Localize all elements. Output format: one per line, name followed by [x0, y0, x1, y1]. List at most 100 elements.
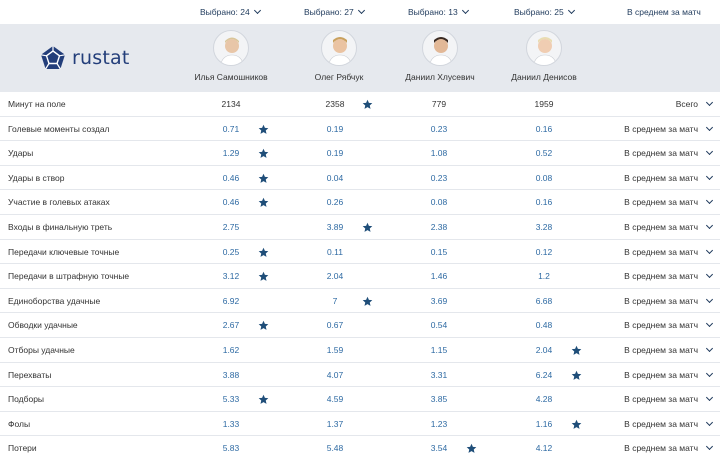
player-card-3[interactable]: Даниил Хлусевич — [385, 30, 495, 82]
selector-label: В среднем за матч — [627, 7, 701, 17]
star-icon — [258, 173, 269, 183]
stat-value: 1.33 — [222, 418, 240, 429]
table-row: Входы в финальную треть 2.75 3.89 2.38 3.28 В… — [0, 215, 720, 240]
chevron-down-icon[interactable] — [705, 98, 714, 107]
star-icon — [362, 222, 373, 232]
chevron-down-icon[interactable] — [705, 148, 714, 156]
stat-value: 779 — [431, 99, 447, 109]
chevron-down-icon — [253, 6, 261, 15]
aggregation-mode-select[interactable]: В среднем за матч — [624, 271, 698, 282]
table-row: Удары в створ 0.46 0.04 0.23 0.08 В среднем з… — [0, 166, 720, 191]
selector-label: Выбрано: 27 — [304, 7, 354, 17]
stat-value: 0.04 — [326, 172, 344, 183]
aggregation-mode-select[interactable]: В среднем за матч — [624, 246, 698, 257]
stat-value: 1.46 — [430, 271, 448, 282]
aggregation-mode-select[interactable]: В среднем за матч — [624, 369, 698, 380]
stat-value: 3.85 — [430, 394, 448, 405]
aggregation-mode-select[interactable]: В среднем за матч — [624, 221, 698, 232]
stat-value: 1.23 — [430, 418, 448, 429]
aggregation-mode-select[interactable]: В среднем за матч — [624, 123, 698, 134]
rustat-logo[interactable]: rustat — [40, 44, 130, 72]
selector-player-3[interactable]: Выбрано: 13 — [408, 5, 469, 19]
stat-value: 3.89 — [326, 221, 344, 232]
selector-player-2[interactable]: Выбрано: 27 — [304, 5, 365, 19]
selector-mode[interactable]: В среднем за матч — [627, 5, 701, 19]
chevron-down-icon[interactable] — [705, 295, 714, 303]
chevron-down-icon[interactable] — [705, 172, 714, 180]
stat-value: 2358 — [325, 99, 345, 109]
chevron-down-icon[interactable] — [705, 344, 714, 352]
stat-value: 0.11 — [327, 246, 343, 257]
chevron-down-icon[interactable] — [705, 123, 714, 131]
stat-value: 2.75 — [222, 221, 240, 232]
table-row: Голевые моменты создал 0.71 0.19 0.23 0.16 В … — [0, 117, 720, 142]
table-row: Отборы удачные 1.62 1.59 1.15 2.04 В среднем … — [0, 338, 720, 363]
stats-table: Минут на поле 2134 2358 779 1959 Всего Голевые… — [0, 92, 720, 458]
star-icon — [466, 444, 477, 454]
aggregation-mode-select[interactable]: В среднем за матч — [624, 172, 698, 183]
player-card-4[interactable]: Даниил Денисов — [489, 30, 599, 82]
aggregation-mode-select[interactable]: В среднем за матч — [624, 295, 698, 306]
stat-value: 0.46 — [222, 197, 240, 208]
stat-value: 0.23 — [430, 172, 448, 183]
chevron-down-icon[interactable] — [705, 394, 714, 402]
table-row: Участие в голевых атаках 0.46 0.26 0.08 0.16… — [0, 190, 720, 215]
chevron-down-icon[interactable] — [705, 221, 714, 230]
stat-label: Голевые моменты создал — [8, 123, 110, 134]
stat-value: 0.67 — [326, 320, 344, 331]
chevron-down-icon[interactable] — [705, 271, 714, 279]
stat-value: 6.68 — [535, 295, 553, 306]
stat-value: 7 — [332, 295, 338, 306]
chevron-down-icon[interactable] — [705, 320, 714, 328]
selector-player-4[interactable]: Выбрано: 25 — [514, 5, 575, 19]
stat-value: 0.48 — [535, 320, 553, 331]
table-row: Подборы 5.33 4.59 3.85 4.28 В среднем за матч — [0, 387, 720, 412]
stat-value: 0.16 — [535, 123, 553, 134]
player-card-1[interactable]: Илья Самошников — [176, 30, 286, 82]
stat-value: 1.08 — [430, 148, 448, 159]
aggregation-mode-select[interactable]: В среднем за матч — [624, 320, 698, 331]
stat-value: 0.46 — [222, 172, 240, 183]
star-icon — [258, 394, 269, 404]
selector-player-1[interactable]: Выбрано: 24 — [200, 5, 261, 19]
player-card-2[interactable]: Олег Рябчук — [284, 30, 394, 82]
stat-value: 0.15 — [430, 246, 448, 257]
chevron-down-icon[interactable] — [705, 197, 714, 205]
stat-value: 4.12 — [535, 443, 553, 454]
aggregation-mode-select[interactable]: Всего — [675, 99, 698, 109]
stat-label: Подборы — [8, 394, 45, 405]
stat-value: 0.54 — [430, 320, 448, 331]
player-name: Даниил Денисов — [511, 72, 577, 82]
table-row: Удары 1.29 0.19 1.08 0.52 В среднем за матч — [0, 141, 720, 166]
stat-value: 2.04 — [326, 271, 344, 282]
stat-label: Передачи в штрафную точные — [8, 271, 130, 282]
star-icon — [362, 99, 373, 109]
aggregation-mode-select[interactable]: В среднем за матч — [624, 418, 698, 429]
star-icon — [571, 419, 582, 429]
chevron-down-icon — [357, 6, 365, 15]
stat-label: Обводки удачные — [8, 320, 78, 331]
stat-label: Удары — [8, 148, 34, 159]
star-icon — [571, 370, 582, 380]
aggregation-mode-select[interactable]: В среднем за матч — [624, 394, 698, 405]
stat-label: Удары в створ — [8, 172, 65, 183]
chevron-down-icon[interactable] — [705, 418, 714, 426]
stat-value: 0.71 — [222, 123, 240, 134]
aggregation-mode-select[interactable]: В среднем за матч — [624, 148, 698, 159]
chevron-down-icon — [567, 6, 575, 15]
stat-value: 0.25 — [222, 246, 240, 257]
selector-label: Выбрано: 25 — [514, 7, 564, 17]
selector-label: Выбрано: 13 — [408, 7, 458, 17]
stat-value: 6.24 — [535, 369, 553, 380]
chevron-down-icon[interactable] — [705, 369, 714, 377]
aggregation-mode-select[interactable]: В среднем за матч — [624, 443, 698, 454]
selection-bar: Выбрано: 24 Выбрано: 27 Выбрано: 13 Выбр… — [0, 0, 720, 24]
chevron-down-icon[interactable] — [705, 246, 714, 254]
aggregation-mode-select[interactable]: В среднем за матч — [624, 197, 698, 208]
stat-value: 1.16 — [535, 418, 553, 429]
aggregation-mode-select[interactable]: В среднем за матч — [624, 344, 698, 355]
chevron-down-icon[interactable] — [705, 443, 714, 451]
stat-value: 2.04 — [535, 344, 553, 355]
stat-value: 1.37 — [326, 418, 344, 429]
stat-label: Фолы — [8, 418, 31, 429]
